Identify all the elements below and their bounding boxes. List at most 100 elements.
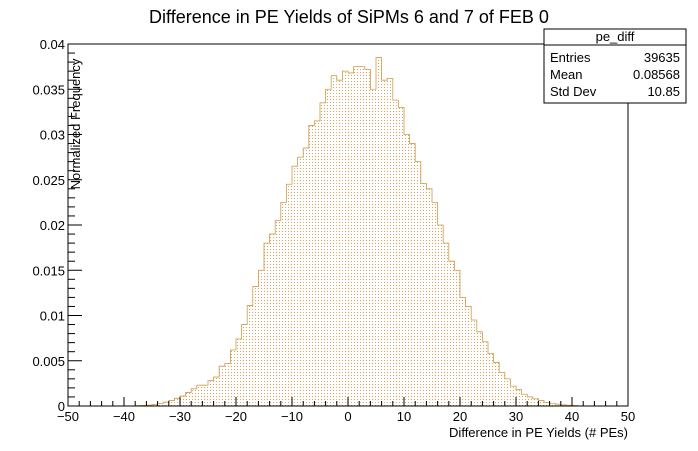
histogram-bar [465,306,472,406]
histogram-bar [241,324,248,406]
histogram-bars [134,57,578,407]
histogram-bar [292,166,298,406]
stats-entries-label: Entries [550,50,591,65]
x-tick-label: −40 [113,409,135,424]
histogram-bar [471,320,477,406]
histogram-bar [336,80,343,406]
axis-tick-labels: −50 −40 −30 −20 −10 0 10 20 30 40 50 0 0.005 0.01 0.01… [32,37,635,424]
histogram-bar [454,270,460,406]
histogram-bar [527,396,533,406]
histogram-bar [448,261,455,406]
histogram-bar [532,398,539,406]
histogram-bar [392,100,399,407]
histogram-bar [560,404,567,406]
y-tick-label: 0.035 [32,82,65,97]
histogram-bar [320,102,326,406]
histogram-bar [381,80,388,406]
stats-entries-value: 39635 [644,50,680,65]
histogram-outline [134,57,578,407]
histogram-bar [516,389,522,406]
x-tick-label: 10 [397,409,411,424]
histogram-bar [275,220,281,406]
y-tick-label: 0.03 [40,128,65,143]
histogram-bar [387,78,393,406]
histogram-bar [325,89,332,406]
histogram-bar [409,143,416,407]
histogram-bar [426,188,432,406]
histogram-bar [404,134,410,406]
histogram-bar [544,402,550,406]
histogram-bar [353,66,360,406]
histogram-bar [460,297,466,406]
histogram-bar [174,398,180,406]
y-tick-label: 0.025 [32,173,65,188]
histogram-bar [202,385,208,406]
histogram-bar [415,161,421,406]
histogram-bar [163,402,169,406]
histogram-bar [555,404,561,406]
histogram-bar [286,184,292,406]
histogram-bar [269,234,276,406]
x-tick-label: 20 [453,409,467,424]
histogram-bar [157,403,164,406]
histogram-bar [348,72,354,407]
x-tick-label: 40 [565,409,579,424]
stats-stddev-value: 10.85 [647,84,680,99]
x-tick-label: −30 [169,409,191,424]
histogram-bar [185,392,192,406]
histogram-bar [168,400,175,406]
histogram-bar [420,183,427,406]
x-tick-label: 50 [621,409,635,424]
histogram-bar [264,243,270,406]
histogram-bar [331,75,337,407]
histogram-bar [521,394,528,406]
y-axis-label: Normalized Frequency [68,58,83,189]
histogram-bar [549,403,556,406]
histogram-bar [342,71,348,407]
x-tick-label: −10 [281,409,303,424]
histogram-bar [376,57,382,406]
histogram-bar [370,89,376,406]
histogram-bar [252,286,259,406]
histogram-bar [314,120,320,407]
histogram-bar [493,362,500,406]
histogram-bar [247,305,253,406]
histogram-bar [297,157,304,406]
histogram-bar [488,353,494,406]
histogram-bar [224,363,231,406]
x-tick-label: −20 [225,409,247,424]
chart-title: Difference in PE Yields of SiPMs 6 and 7… [149,7,549,27]
histogram-bar [258,270,264,406]
histogram-bar [437,225,444,406]
histogram-bar [504,378,511,406]
y-tick-label: 0.04 [40,37,65,52]
x-axis-label: Difference in PE Yields (# PEs) [449,425,628,440]
y-tick-label: 0.015 [32,263,65,278]
histogram-bar [432,202,438,406]
histogram-bar [359,66,365,406]
stats-stddev-label: Std Dev [550,84,597,99]
histogram-bar [303,148,309,406]
histogram-bar [538,400,544,406]
histogram-bar [180,396,186,406]
stats-title: pe_diff [596,29,635,44]
histogram-bar [476,331,483,406]
histogram-bar [482,341,488,406]
histogram-bar [219,366,225,406]
histogram-bar [213,377,220,406]
stats-mean-label: Mean [550,67,583,82]
stats-mean-value: 0.08568 [633,67,680,82]
histogram-bar [499,372,505,406]
histogram-bar [308,125,315,406]
axis-ticks [67,43,629,407]
x-tick-label: 30 [509,409,523,424]
histogram-bar [191,388,197,406]
histogram-bar [443,243,449,406]
histogram-bar [230,349,236,406]
y-tick-label: 0 [58,399,65,414]
y-tick-label: 0.02 [40,218,65,233]
histogram-bar [196,385,203,406]
histogram-bar [208,380,214,406]
